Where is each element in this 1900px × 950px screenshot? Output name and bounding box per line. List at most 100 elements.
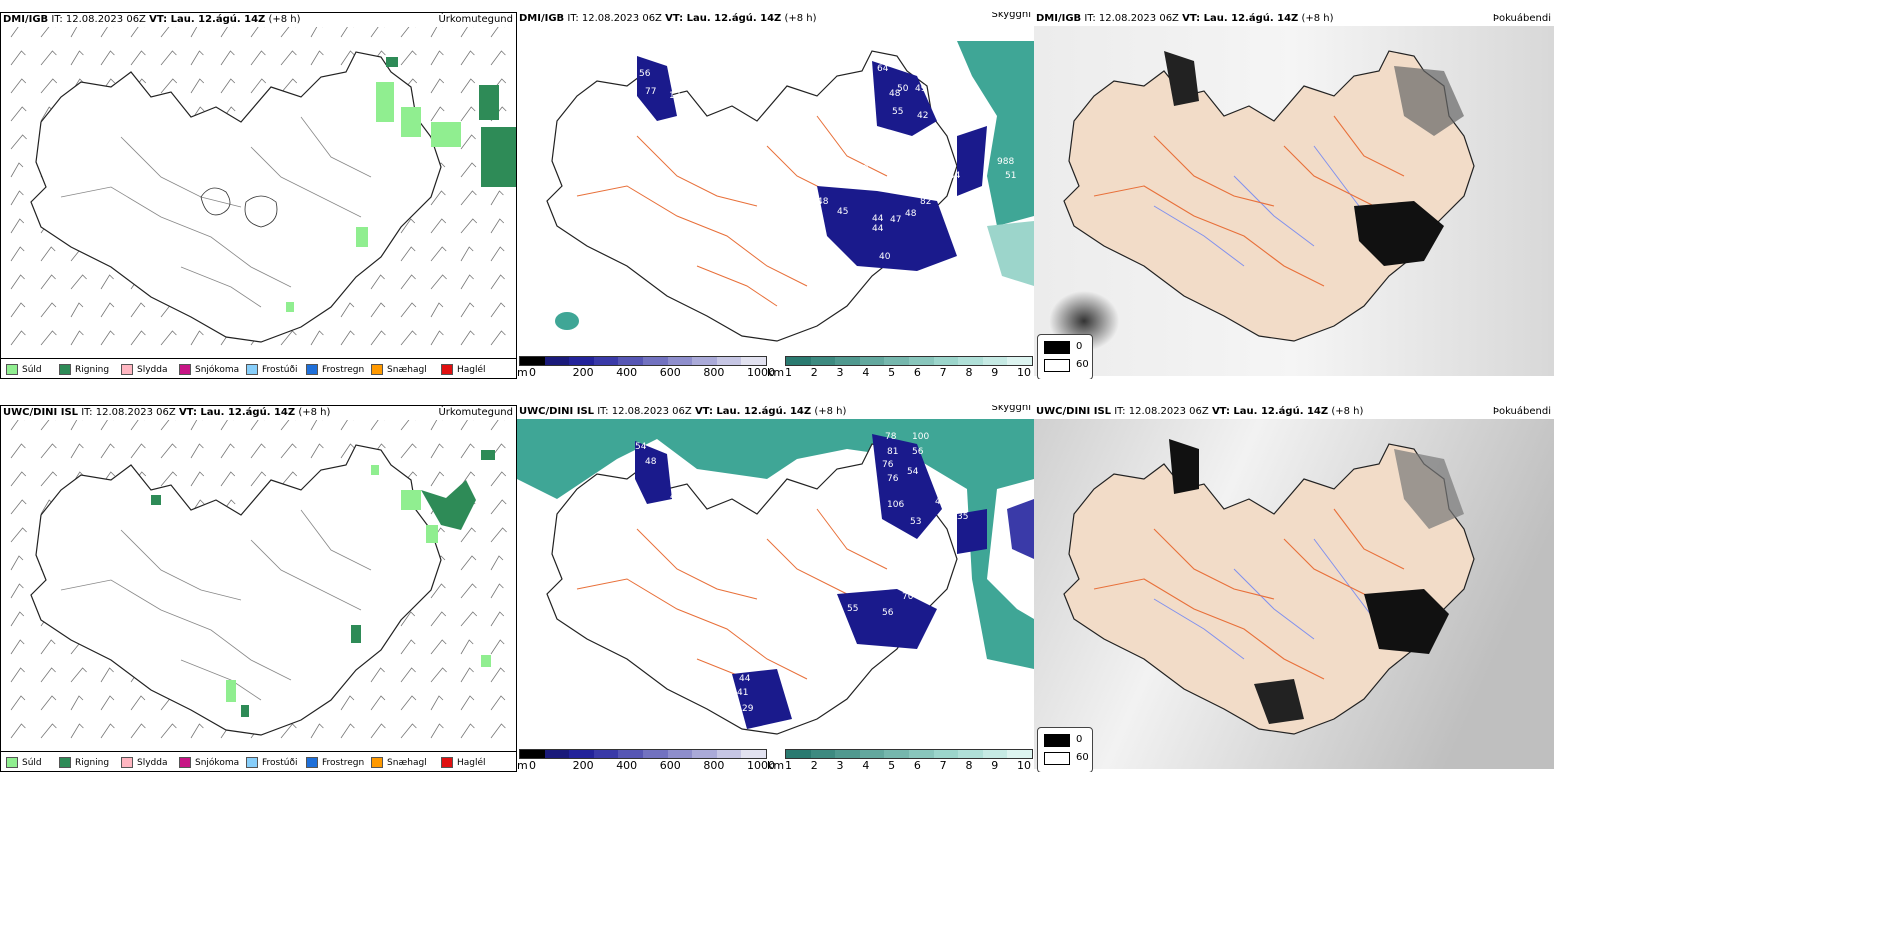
wind-barb [370,330,386,346]
wind-barb [130,420,145,431]
colorbar-cell [569,750,594,758]
legend-swatch [246,757,258,768]
colorbar-tick: 0 [529,366,536,379]
wind-barb [190,27,203,38]
cloud-base-label: 41 [737,688,748,698]
colorbar-tick: 10 [1017,759,1031,772]
fog-grey-area [1394,66,1464,136]
cloud-base-label: 56 [639,69,651,79]
wind-barb [490,555,504,571]
visibility-colorbar: km 1 2 3 4 5 6 7 8 9 10 [767,355,1033,379]
legend-swatch [6,757,18,768]
model-name: UWC/DINI ISL [519,406,595,417]
wind-barb [490,527,507,543]
precip-areas [286,82,461,312]
fog-map [1034,419,1554,769]
legend-item-haglel: Haglél [441,757,486,768]
wind-barb [460,583,477,599]
wind-barb [40,246,56,262]
wind-barb [10,302,26,318]
wind-barb [160,443,177,459]
wind-barb [100,274,114,290]
legend-item-haglel: Haglél [441,364,486,375]
wind-barb [130,330,146,346]
panel-title: Skyggni [991,12,1031,20]
colorbar-tick: 8 [965,366,973,379]
wind-barb [490,667,505,683]
wind-barb [400,27,416,38]
wind-barb [370,27,385,38]
wind-barb [100,50,115,66]
wind-barb [460,555,477,571]
colorbar-tick: 400 [616,366,638,379]
colorbar-tick: 200 [572,366,594,379]
wind-barb [190,471,205,487]
wind-barb [220,78,236,94]
legend-swatch [179,364,191,375]
cloud-base-label: 988 [997,157,1014,167]
wind-barb [310,27,323,38]
legend-swatch [441,757,453,768]
wind-barb [370,274,385,290]
vt-label: VT: Lau. 12.ágú. 14Z [178,407,296,418]
wind-barb [370,302,386,318]
colorbar-cell [933,750,959,758]
wind-barb [430,420,443,431]
fog-legend: 0 60 [1037,727,1093,772]
wind-barb [40,50,57,66]
panel-header: DMI/IGB IT: 12.08.2023 06Z VT: Lau. 12.á… [1034,12,1554,26]
colorbar-cell [982,750,1008,758]
wind-barb [430,27,443,38]
legend-item-snaehagl: Snæhagl [371,364,427,375]
wind-barb [70,27,83,38]
wind-barb [160,723,177,739]
wind-barb [430,471,445,487]
legend-item-snaehagl: Snæhagl [371,757,427,768]
legend-swatch [59,757,71,768]
wind-barb [460,190,477,206]
colorbar-tick: 4 [862,759,870,772]
wind-barb [10,443,26,459]
colorbar-cell [835,357,860,365]
legend-item-rigning: Rigning [59,364,109,375]
visibility-colorbar: km 1 2 3 4 5 6 7 8 9 10 [767,748,1033,772]
wind-barb [130,695,146,711]
legend-item-sudd: Súld [6,757,42,768]
legend-item-snjokoma: Snjókoma [179,757,239,768]
vt-label: VT: Lau. 12.ágú. 14Z [1211,406,1329,417]
cloud-base-label: 44 [872,224,884,234]
wind-barb [400,695,417,711]
wind-barb [10,106,27,122]
colorbar-cell [520,357,545,365]
wind-barb [130,50,146,66]
fog-label-60: 60 [1076,359,1089,370]
cloud-base-label: 50 [897,84,909,94]
model-name: UWC/DINI ISL [3,407,79,418]
wind-barb [430,106,445,122]
cloud-base-label: 51 [1005,171,1016,181]
colorbar-cell [618,750,643,758]
wind-barb [10,330,26,346]
panel-title: Skyggni [991,405,1031,413]
wind-barb [400,723,417,739]
wind-barb [310,723,324,739]
cloud-base-label: 49 [915,84,927,94]
colorbar-cell [908,750,934,758]
wind-barb [280,471,298,487]
wind-barb [460,639,474,655]
wind-barb [490,420,505,431]
wind-barb [430,330,444,346]
wind-barb [40,443,57,459]
wind-barb [430,78,445,94]
legend-item-sudd: Súld [6,364,42,375]
wind-barb [490,27,505,38]
wind-barb [490,499,507,515]
cloud-base-label: 54 [635,442,647,452]
wind-barb [460,471,476,487]
vt-label: VT: Lau. 12.ágú. 14Z [665,13,782,24]
wind-barb [460,527,476,543]
cloud-base-label: 70 [902,592,914,602]
cloud-base-label: 81 [887,447,898,457]
wind-barb [430,274,447,290]
cloud-base-label: 82 [920,197,931,207]
